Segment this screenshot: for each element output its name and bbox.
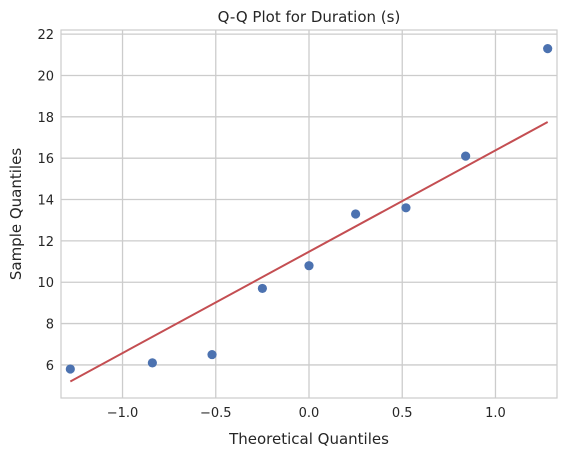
data-point bbox=[304, 261, 314, 271]
plot-frame bbox=[60, 29, 558, 399]
y-tick-label: 10 bbox=[37, 276, 54, 291]
data-point bbox=[401, 203, 411, 213]
x-tick-label: 1.0 bbox=[485, 406, 506, 421]
y-tick-labels: 6 8 10 12 14 16 18 20 22 bbox=[37, 28, 54, 374]
data-point bbox=[65, 364, 75, 374]
gridlines bbox=[61, 30, 557, 398]
reference-line-group bbox=[69, 121, 549, 383]
data-point bbox=[147, 358, 157, 368]
y-tick-label: 22 bbox=[37, 28, 54, 43]
data-point bbox=[207, 349, 217, 360]
x-tick-labels: −1.0 −0.5 0.0 0.5 1.0 bbox=[107, 406, 506, 421]
chart-title: Q-Q Plot for Duration (s) bbox=[218, 8, 401, 26]
data-point bbox=[351, 209, 361, 219]
x-tick-label: −1.0 bbox=[107, 406, 139, 421]
y-tick-label: 12 bbox=[37, 235, 54, 250]
data-point bbox=[461, 151, 471, 161]
reference-line bbox=[69, 121, 549, 383]
x-axis-label: Theoretical Quantiles bbox=[228, 430, 389, 448]
x-tick-label: 0.0 bbox=[299, 406, 320, 421]
y-tick-label: 6 bbox=[46, 359, 54, 374]
x-tick-label: −0.5 bbox=[200, 406, 232, 421]
y-tick-label: 20 bbox=[37, 69, 54, 84]
data-point bbox=[257, 283, 267, 294]
data-point bbox=[543, 44, 553, 54]
y-tick-label: 18 bbox=[37, 111, 54, 126]
data-points-group bbox=[65, 44, 553, 374]
y-axis-label: Sample Quantiles bbox=[7, 148, 25, 280]
y-tick-label: 16 bbox=[37, 152, 54, 167]
y-tick-label: 14 bbox=[37, 194, 54, 209]
y-tick-label: 8 bbox=[46, 318, 54, 333]
x-tick-label: 0.5 bbox=[392, 406, 413, 421]
